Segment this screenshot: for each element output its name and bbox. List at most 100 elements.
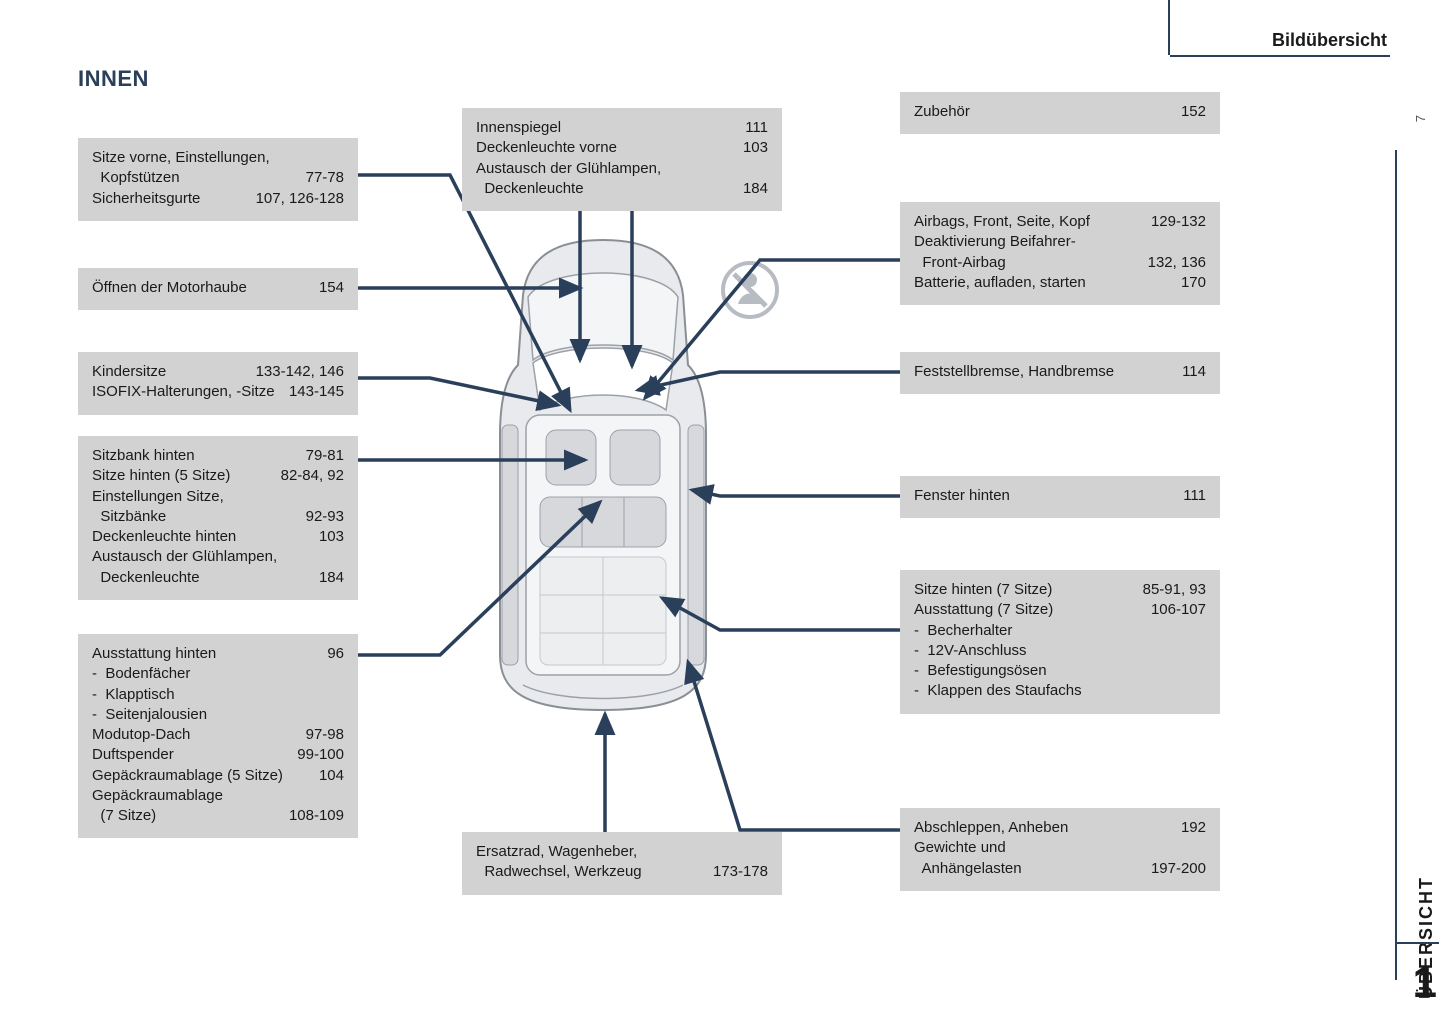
callout-label: Öffnen der Motorhaube [92, 278, 247, 298]
callout-pageref: 107, 126-128 [244, 189, 344, 209]
callout-row: Sicherheitsgurte 107, 126-128 [92, 189, 344, 209]
callout-pageref: 192 [1169, 818, 1206, 838]
callout-row: Deckenleuchte184 [476, 179, 768, 199]
callout-row: - Bodenfächer [92, 664, 344, 684]
callout-pageref: 99-100 [285, 745, 344, 765]
callout-pageref: 96 [315, 644, 344, 664]
callout-label: Modutop-Dach [92, 725, 190, 745]
callout-row: Sitze vorne, Einstellungen, [92, 148, 344, 168]
callout-row: - Befestigungsösen [914, 661, 1206, 681]
callout-row: - Klappen des Staufachs [914, 681, 1206, 701]
callout-label: - Klapptisch [92, 685, 175, 705]
callout-label: Sitze hinten (7 Sitze) [914, 580, 1052, 600]
callout-pageref: 106-107 [1139, 600, 1206, 620]
callout-row: Airbags, Front, Seite, Kopf129-132 [914, 212, 1206, 232]
callout-row: Deckenleuchte vorne 103 [476, 138, 768, 158]
callout-b6: Innenspiegel111Deckenleuchte vorne 103 Aus… [462, 108, 782, 211]
callout-label: Gepäckraumablage [92, 786, 223, 806]
callout-row: Sitzbank hinten 79-81 [92, 446, 344, 466]
callout-label: Sitze hinten (5 Sitze) [92, 466, 230, 486]
callout-label: - Becherhalter [914, 621, 1012, 641]
callout-b2: Öffnen der Motorhaube154 [78, 268, 358, 310]
callout-row: Öffnen der Motorhaube154 [92, 278, 344, 298]
seatbelt-icon [720, 260, 780, 320]
callout-b12: Sitze hinten (7 Sitze)85-91, 93Ausstattu… [900, 570, 1220, 714]
callout-label: Front-Airbag [914, 253, 1006, 273]
callout-row: Deckenleuchte 184 [92, 568, 344, 588]
callout-row: Gepäckraumablage [92, 786, 344, 806]
callout-row: - Becherhalter [914, 621, 1206, 641]
callout-row: Fenster hinten 111 [914, 486, 1206, 506]
callout-row: Sitzbänke92-93 [92, 507, 344, 527]
callout-row: Innenspiegel111 [476, 118, 768, 138]
callout-row: Kindersitze133-142, 146 [92, 362, 344, 382]
callout-row: Ersatzrad, Wagenheber, [476, 842, 768, 862]
callout-label: Deckenleuchte [476, 179, 584, 199]
callout-row: Duftspender 99-100 [92, 745, 344, 765]
callout-pageref: 132, 136 [1136, 253, 1206, 273]
callout-pageref: 197-200 [1139, 859, 1206, 879]
page-root: Bildübersicht 7 INNEN ÜBERSICHT 1 [0, 0, 1445, 1026]
callout-pageref: 184 [307, 568, 344, 588]
callout-row: Front-Airbag 132, 136 [914, 253, 1206, 273]
callout-b1: Sitze vorne, Einstellungen, Kopfstützen7… [78, 138, 358, 221]
callout-label: Innenspiegel [476, 118, 561, 138]
callout-row: Deckenleuchte hinten103 [92, 527, 344, 547]
callout-label: Austausch der Glühlampen, [476, 159, 661, 179]
callout-label: Anhängelasten [914, 859, 1022, 879]
callout-row: Einstellungen Sitze, [92, 487, 344, 507]
callout-label: - Seitenjalousien [92, 705, 207, 725]
callout-pageref: 103 [731, 138, 768, 158]
callout-row: - Seitenjalousien [92, 705, 344, 725]
callout-label: Deckenleuchte vorne [476, 138, 617, 158]
callout-row: Sitze hinten (7 Sitze)85-91, 93 [914, 580, 1206, 600]
callout-pageref: 143-145 [277, 382, 344, 402]
callout-label: Gewichte und [914, 838, 1006, 858]
callout-pageref: 79-81 [294, 446, 344, 466]
callout-row: Abschleppen, Anheben 192 [914, 818, 1206, 838]
callout-label: Deckenleuchte [92, 568, 200, 588]
callout-label: Fenster hinten [914, 486, 1010, 506]
callout-pageref: 97-98 [294, 725, 344, 745]
callout-row: Feststellbremse, Handbremse114 [914, 362, 1206, 382]
callout-label: Radwechsel, Werkzeug [476, 862, 642, 882]
callout-pageref: 82-84, 92 [269, 466, 344, 486]
callout-b5: Ausstattung hinten96- Bodenfächer- Klapp… [78, 634, 358, 838]
callout-label: Sicherheitsgurte [92, 189, 200, 209]
header-rule [1170, 55, 1390, 57]
callout-label: - 12V-Anschluss [914, 641, 1027, 661]
callout-label: - Klappen des Staufachs [914, 681, 1082, 701]
callout-label: Kindersitze [92, 362, 166, 382]
callout-label: Kopfstützen [92, 168, 180, 188]
page-number: 7 [1413, 115, 1428, 122]
page-title: INNEN [78, 66, 149, 92]
callout-label: Austausch der Glühlampen, [92, 547, 277, 567]
header-rule-vert [1168, 0, 1170, 55]
car-diagram [478, 235, 728, 715]
callout-label: Zubehör [914, 102, 970, 122]
callout-b7: Ersatzrad, Wagenheber, Radwechsel, Werkz… [462, 832, 782, 895]
callout-pageref: 170 [1169, 273, 1206, 293]
callout-b13: Abschleppen, Anheben 192 Gewichte und Anhä… [900, 808, 1220, 891]
side-tab [1395, 150, 1445, 980]
callout-row: Anhängelasten 197-200 [914, 859, 1206, 879]
callout-row: Kopfstützen77-78 [92, 168, 344, 188]
callout-row: Austausch der Glühlampen, [92, 547, 344, 567]
callout-row: Deaktivierung Beifahrer- [914, 232, 1206, 252]
callout-b8: Zubehör152 [900, 92, 1220, 134]
callout-label: Gepäckraumablage (5 Sitze) [92, 766, 283, 786]
callout-row: ISOFIX-Halterungen, -Sitze143-145 [92, 382, 344, 402]
callout-label: (7 Sitze) [92, 806, 156, 826]
callout-label: - Befestigungsösen [914, 661, 1047, 681]
callout-label: Sitzbank hinten [92, 446, 195, 466]
callout-row: Modutop-Dach 97-98 [92, 725, 344, 745]
callout-label: Abschleppen, Anheben [914, 818, 1068, 838]
callout-row: - Klapptisch [92, 685, 344, 705]
callout-label: Airbags, Front, Seite, Kopf [914, 212, 1090, 232]
callout-label: Batterie, aufladen, starten [914, 273, 1086, 293]
callout-row: Ausstattung hinten96 [92, 644, 344, 664]
callout-row: (7 Sitze)108-109 [92, 806, 344, 826]
callout-pageref: 111 [1171, 486, 1206, 506]
callout-label: Duftspender [92, 745, 174, 765]
callout-row: Austausch der Glühlampen, [476, 159, 768, 179]
